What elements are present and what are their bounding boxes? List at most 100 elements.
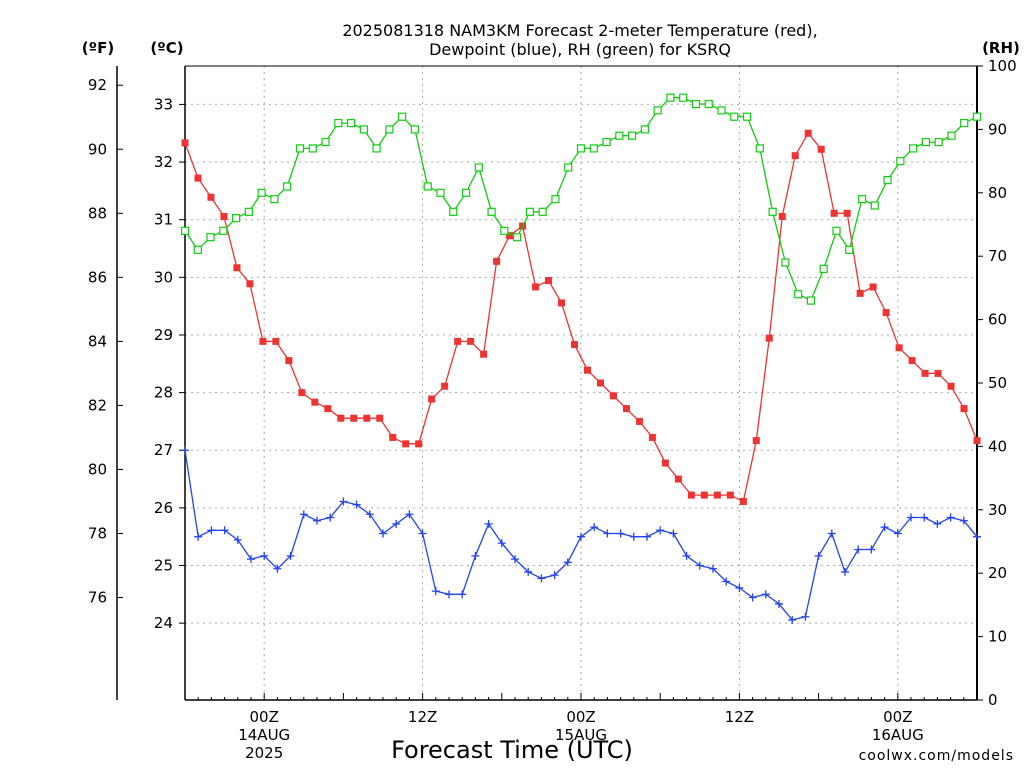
rh-point	[257, 188, 266, 197]
celsius-tick-label: 29	[154, 326, 173, 344]
rh-tick-label: 100	[988, 57, 1017, 75]
temperature-point	[804, 129, 812, 137]
dewpoint-point	[920, 513, 929, 522]
rh-point	[679, 93, 688, 102]
fahrenheit-tick-label: 78	[88, 524, 107, 542]
time-tick-label: 12Z	[408, 708, 437, 726]
temperature-point	[960, 405, 968, 413]
rh-point	[666, 93, 675, 102]
dewpoint-point	[880, 523, 889, 532]
dewpoint-point	[365, 510, 374, 519]
temperature-point	[233, 264, 241, 272]
rh-point	[870, 201, 879, 210]
fahrenheit-tick-label: 92	[88, 76, 107, 94]
temperature-point	[635, 417, 643, 425]
dewpoint-point	[682, 551, 691, 560]
dewpoint-point	[524, 567, 533, 576]
rh-tick-label: 70	[988, 247, 1007, 265]
dewpoint-point	[577, 532, 585, 541]
dewpoint-point	[603, 529, 612, 538]
fahrenheit-tick-label: 88	[88, 204, 107, 222]
temperature-point	[428, 395, 436, 403]
temperature-point	[947, 382, 955, 390]
rh-point	[934, 137, 943, 147]
temperature-point	[571, 341, 579, 349]
temperature-point	[648, 433, 656, 441]
rh-point	[500, 226, 509, 235]
temperature-point	[441, 382, 449, 390]
dewpoint-point	[695, 561, 704, 570]
x-axis-label: Forecast Time (UTC)	[391, 736, 633, 764]
rh-tick-label: 40	[988, 437, 1007, 455]
rh-point	[219, 226, 228, 235]
rh-tick-label: 80	[988, 184, 1007, 202]
temperature-point	[415, 440, 423, 448]
temperature-point	[467, 337, 475, 345]
fahrenheit-tick-label: 90	[88, 140, 107, 158]
temperature-point	[583, 366, 591, 374]
temperature-point	[765, 334, 773, 342]
temperature-point	[363, 414, 371, 422]
temperature-point	[713, 491, 721, 499]
dewpoint-point	[511, 555, 519, 564]
unit-label-celsius: (ºC)	[150, 39, 183, 57]
temperature-point	[934, 369, 942, 377]
rh-point	[717, 106, 726, 115]
temperature-point	[596, 379, 604, 387]
temperature-point	[207, 193, 215, 201]
rh-point	[295, 144, 305, 153]
dewpoint-point	[709, 564, 717, 573]
temperature-point	[843, 209, 851, 217]
rh-point	[781, 258, 790, 267]
temperature-point	[882, 309, 890, 317]
rh-point	[308, 144, 317, 153]
dewpoint-point	[643, 532, 651, 541]
dewpoint-point	[801, 612, 810, 621]
dewpoint-point	[959, 516, 968, 525]
rh-tick-label: 60	[988, 311, 1007, 329]
dewpoint-point	[933, 519, 942, 528]
rh-point	[398, 112, 407, 121]
rh-point	[602, 137, 611, 147]
temperature-point	[311, 398, 319, 406]
rh-point	[321, 137, 330, 147]
dewpoint-point	[616, 529, 625, 538]
dewpoint-point	[445, 590, 453, 599]
dewpoint-point	[497, 539, 506, 548]
rh-point	[359, 125, 368, 134]
dewpoint-point	[220, 526, 229, 535]
rh-point	[436, 188, 445, 197]
rh-point	[909, 144, 918, 153]
rh-point	[346, 118, 356, 128]
temperature-point	[181, 139, 189, 147]
temperature-point	[285, 357, 293, 365]
time-tick-label: 00Z	[566, 708, 595, 726]
dewpoint-point	[854, 545, 863, 554]
gridlines	[185, 66, 977, 700]
rh-tick-label: 0	[988, 691, 998, 709]
temperature-point	[272, 337, 280, 345]
rh-point	[730, 112, 739, 121]
rh-point	[564, 163, 573, 172]
fahrenheit-tick-label: 76	[88, 589, 107, 607]
rh-point	[474, 163, 483, 172]
rh-point	[883, 176, 892, 185]
temperature-point	[506, 232, 514, 240]
temperature-point	[558, 299, 566, 307]
celsius-tick-label: 28	[154, 384, 173, 402]
rh-point	[423, 182, 432, 191]
temperature-point	[324, 405, 332, 413]
dewpoint-point	[775, 599, 783, 608]
temperature-point	[830, 209, 838, 217]
rh-point	[180, 226, 190, 235]
dewpoint-point	[590, 523, 599, 532]
time-tick-label: 12Z	[725, 708, 754, 726]
tick-labels: 76 78 80 82 84 86 88 90 92 24 25 26 27 28 29 30 31 32 33 0 1…	[88, 57, 1017, 762]
unit-label-rh: (RH)	[982, 39, 1020, 57]
rh-point	[449, 207, 458, 216]
rh-point	[896, 157, 905, 166]
dewpoint-point	[722, 577, 731, 586]
temperature-point	[791, 152, 799, 160]
rh-point	[960, 118, 969, 128]
temperature-point	[376, 414, 384, 422]
